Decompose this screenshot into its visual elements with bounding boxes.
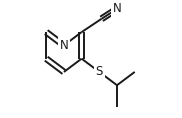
Text: N: N — [113, 2, 121, 15]
Text: N: N — [60, 39, 68, 52]
Text: S: S — [96, 65, 103, 78]
